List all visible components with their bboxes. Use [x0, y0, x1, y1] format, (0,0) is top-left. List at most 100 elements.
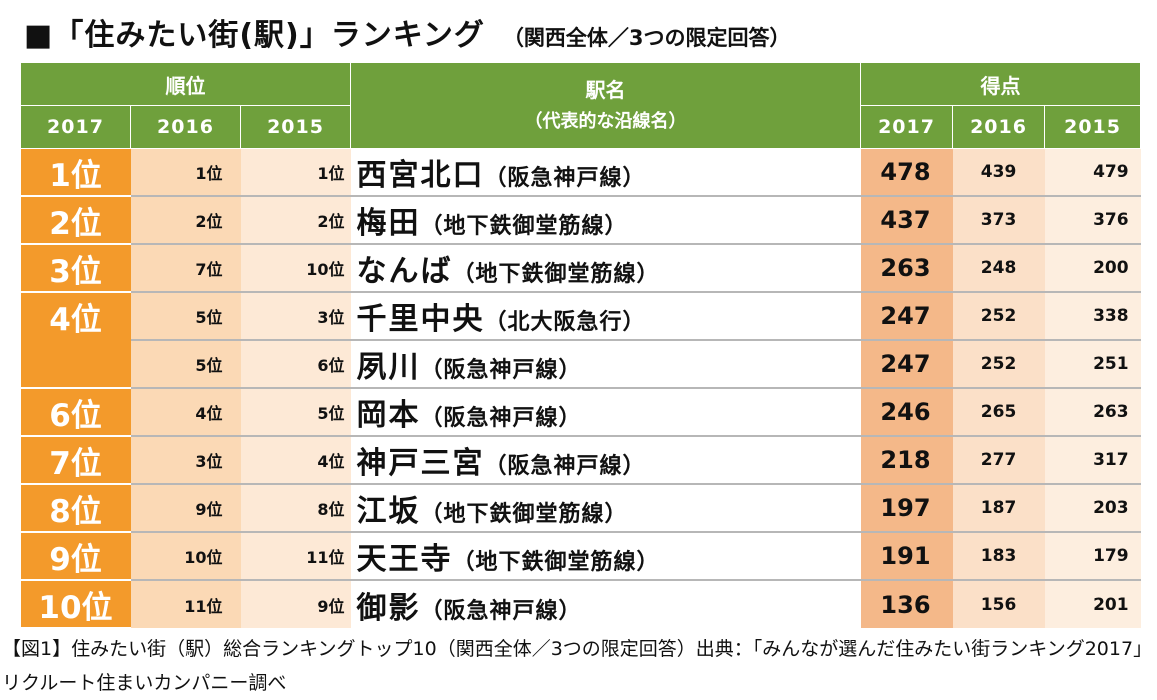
header-row-top: 順位 駅名 （代表的な沿線名） 得点	[19, 62, 1142, 149]
station-cell: 江坂（地下鉄御堂筋線）	[350, 484, 861, 533]
rank-2016-cell: 3位	[130, 436, 241, 485]
station-cell: 千里中央（北大阪急行）	[350, 292, 861, 341]
title-main: ■「住みたい街(駅)」ランキング	[24, 18, 485, 53]
rank-2016-cell: 11位	[130, 580, 241, 628]
score-2017-cell: 191	[860, 532, 953, 581]
station-cell: なんば（地下鉄御堂筋線）	[350, 244, 861, 293]
station-name: 千里中央	[356, 302, 485, 337]
score-2017-cell: 197	[860, 484, 953, 533]
station-header-sub: （代表的な沿線名）	[524, 110, 687, 132]
header-row-years: 2017 2016 2015 2017 2016 2015	[20, 105, 1142, 149]
score-2016-cell: 373	[952, 196, 1045, 245]
table-row: 6位 4位 5位 岡本（阪急神戸線） 246 265 263	[20, 388, 1141, 437]
score-2016-cell: 439	[952, 148, 1045, 197]
rank-2016-cell: 4位	[130, 388, 241, 437]
rank-year-header: 2015	[239, 105, 352, 149]
score-2017-cell: 246	[860, 388, 953, 437]
score-2017-cell: 136	[860, 580, 953, 628]
rank-2017-cell	[20, 340, 131, 389]
rank-2016-cell: 2位	[130, 196, 241, 245]
table-row: 1位 1位 1位 西宮北口（阪急神戸線） 478 439 479	[20, 148, 1141, 197]
score-2016-cell: 265	[952, 388, 1045, 437]
rank-2016-cell: 10位	[130, 532, 241, 581]
rank-2017-cell: 1位	[20, 148, 131, 197]
table-row: 3位 7位 10位 なんば（地下鉄御堂筋線） 263 248 200	[20, 244, 1141, 293]
score-2015-cell: 179	[1044, 532, 1141, 581]
rank-2016-cell: 5位	[130, 292, 241, 341]
score-2016-cell: 252	[952, 340, 1045, 389]
rank-2015-cell: 6位	[240, 340, 351, 389]
rank-year-header: 2017	[20, 105, 131, 149]
station-header-label: 駅名	[585, 77, 626, 102]
rank-2015-cell: 4位	[240, 436, 351, 485]
ranking-table: 順位 駅名 （代表的な沿線名） 得点 2017 2016 2015 2017 2…	[19, 62, 1142, 629]
rank-2016-cell: 1位	[130, 148, 241, 197]
station-line: （地下鉄御堂筋線）	[452, 550, 660, 575]
station-name: 西宮北口	[356, 158, 485, 193]
station-cell: 天王寺（地下鉄御堂筋線）	[350, 532, 861, 581]
station-cell: 西宮北口（阪急神戸線）	[350, 148, 861, 197]
table-row: 9位 10位 11位 天王寺（地下鉄御堂筋線） 191 183 179	[20, 532, 1141, 581]
score-group-header: 得点	[860, 62, 1142, 106]
score-2016-cell: 187	[952, 484, 1045, 533]
score-2017-cell: 218	[860, 436, 953, 485]
station-line: （地下鉄御堂筋線）	[420, 502, 628, 527]
station-cell: 御影（阪急神戸線）	[350, 580, 861, 628]
station-header: 駅名 （代表的な沿線名）	[350, 62, 862, 149]
score-2015-cell: 317	[1044, 436, 1141, 485]
rank-2017-cell: 10位	[20, 580, 131, 629]
score-2015-cell: 251	[1044, 340, 1141, 389]
rank-2015-cell: 2位	[240, 196, 351, 245]
table-row: 2位 2位 2位 梅田（地下鉄御堂筋線） 437 373 376	[20, 196, 1141, 245]
station-name: 神戸三宮	[356, 446, 485, 481]
rank-2015-cell: 1位	[240, 148, 351, 197]
rank-2017-cell: 8位	[20, 484, 131, 533]
rank-2016-cell: 5位	[130, 340, 241, 389]
score-2017-cell: 247	[860, 340, 953, 389]
table-row: 7位 3位 4位 神戸三宮（阪急神戸線） 218 277 317	[20, 436, 1141, 485]
rank-2017-cell: 9位	[20, 532, 131, 581]
station-line: （阪急神戸線）	[420, 598, 582, 624]
station-name: 梅田	[356, 206, 421, 241]
station-line: （地下鉄御堂筋線）	[420, 214, 628, 239]
score-2016-cell: 156	[952, 580, 1045, 628]
table-row: 5位 6位 夙川（阪急神戸線） 247 252 251	[20, 340, 1141, 389]
station-name: 天王寺	[356, 542, 453, 577]
score-2017-cell: 437	[860, 196, 953, 245]
rank-2017-cell: 4位	[20, 292, 131, 341]
rank-2015-cell: 9位	[240, 580, 351, 628]
station-line: （阪急神戸線）	[484, 454, 646, 479]
score-2015-cell: 479	[1044, 148, 1141, 197]
station-line: （阪急神戸線）	[484, 166, 646, 191]
score-year-header: 2016	[952, 105, 1046, 149]
station-name: 夙川	[356, 350, 421, 385]
station-cell: 神戸三宮（阪急神戸線）	[350, 436, 861, 485]
figure-caption: 【図1】住みたい街（駅）総合ランキングトップ10（関西全体／3つの限定回答）出典…	[2, 638, 1143, 694]
rank-2016-cell: 7位	[130, 244, 241, 293]
rank-2017-cell: 3位	[20, 244, 131, 293]
rank-2017-cell: 7位	[20, 436, 131, 485]
score-2015-cell: 338	[1044, 292, 1141, 341]
score-2015-cell: 203	[1044, 484, 1141, 533]
station-name: 御影	[356, 590, 421, 626]
score-year-header: 2017	[860, 105, 954, 149]
rank-2015-cell: 10位	[240, 244, 351, 293]
table-row: 8位 9位 8位 江坂（地下鉄御堂筋線） 197 187 203	[20, 484, 1141, 533]
station-name: なんば	[356, 254, 453, 289]
table-row: 10位 11位 9位 御影（阪急神戸線） 136 156 201	[20, 580, 1141, 629]
station-cell: 梅田（地下鉄御堂筋線）	[350, 196, 861, 245]
table-row: 4位 5位 3位 千里中央（北大阪急行） 247 252 338	[20, 292, 1141, 341]
score-2016-cell: 252	[952, 292, 1045, 341]
station-cell: 岡本（阪急神戸線）	[350, 388, 861, 437]
rank-year-header: 2016	[130, 105, 241, 149]
page-title: ■「住みたい街(駅)」ランキング （関西全体／3つの限定回答）	[24, 10, 791, 54]
score-2015-cell: 200	[1044, 244, 1141, 293]
rank-2015-cell: 11位	[240, 532, 351, 581]
score-2017-cell: 478	[860, 148, 953, 197]
score-2017-cell: 263	[860, 244, 953, 293]
rank-group-header: 順位	[19, 62, 352, 106]
station-line: （阪急神戸線）	[420, 406, 582, 431]
score-2015-cell: 376	[1044, 196, 1141, 245]
score-2016-cell: 248	[952, 244, 1045, 293]
rank-2015-cell: 3位	[240, 292, 351, 341]
